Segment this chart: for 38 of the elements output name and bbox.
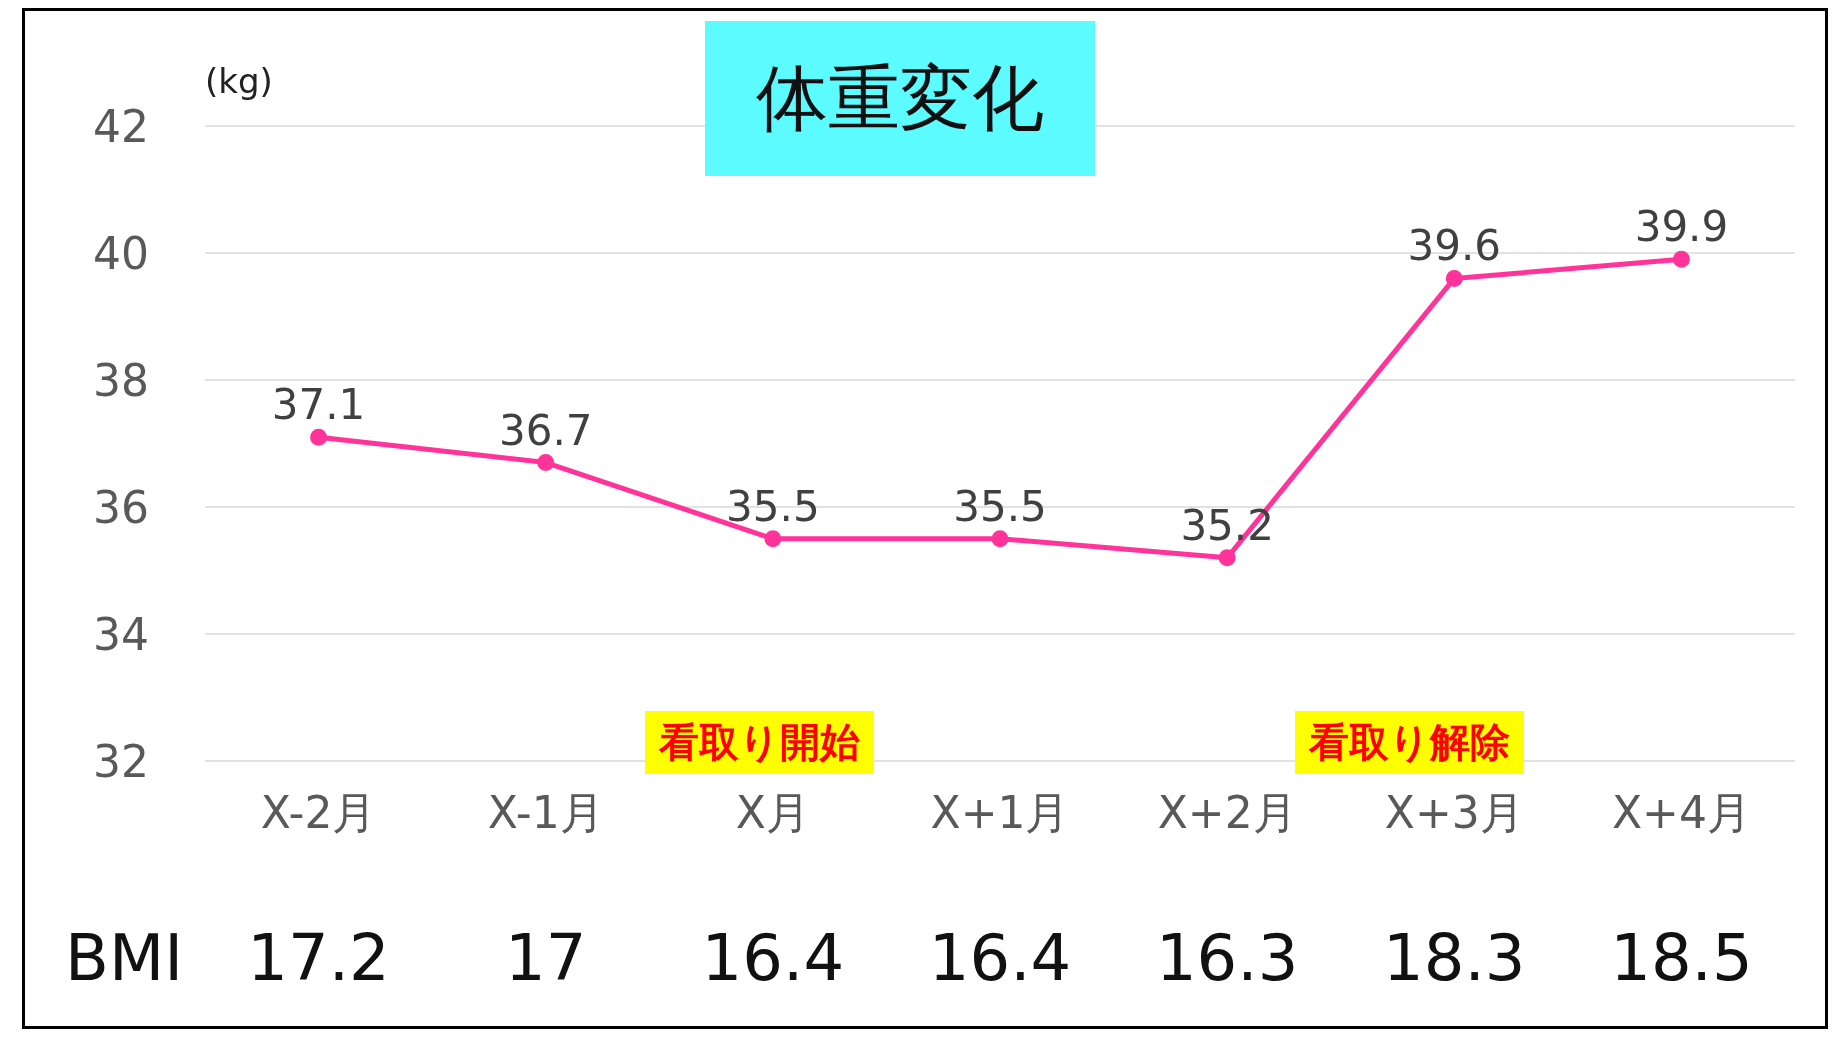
annotation: 看取り解除 bbox=[1295, 711, 1524, 774]
point bbox=[310, 428, 328, 446]
point bbox=[537, 454, 555, 472]
data-label: 37.1 bbox=[271, 380, 366, 430]
text: 17.2 bbox=[246, 921, 391, 995]
y-tick-label: 42 bbox=[93, 100, 149, 152]
annotation: 看取り開始 bbox=[645, 711, 874, 774]
chart-title: 体重変化 bbox=[705, 21, 1095, 176]
x-tick-label: X-1月 bbox=[487, 787, 604, 839]
y-tick-label: 36 bbox=[93, 481, 149, 533]
point bbox=[1218, 549, 1236, 567]
x-tick-label: X+4月 bbox=[1611, 787, 1751, 839]
point bbox=[1672, 250, 1690, 268]
text: 18.3 bbox=[1382, 921, 1527, 995]
x-tick-label: X-2月 bbox=[260, 787, 377, 839]
x-tick-label: X+3月 bbox=[1384, 787, 1524, 839]
data-label: 36.7 bbox=[498, 405, 593, 455]
text: 17 bbox=[504, 921, 588, 995]
data-label: 39.6 bbox=[1407, 221, 1502, 271]
y-tick-label: 38 bbox=[93, 354, 149, 406]
y-tick-label: 32 bbox=[93, 735, 149, 787]
text: 18.5 bbox=[1609, 921, 1754, 995]
text: 16.3 bbox=[1154, 921, 1300, 995]
x-tick-label: X+1月 bbox=[930, 787, 1070, 839]
text: BMI bbox=[65, 921, 183, 995]
y-axis-title: (kg) bbox=[205, 61, 273, 101]
point bbox=[764, 530, 782, 548]
x-tick-label: X+2月 bbox=[1157, 787, 1297, 839]
y-tick-label: 40 bbox=[93, 227, 149, 279]
y-tick-label: 34 bbox=[93, 608, 149, 660]
data-label: 39.9 bbox=[1634, 202, 1729, 252]
data-label: 35.5 bbox=[953, 481, 1047, 531]
text: 16.4 bbox=[927, 921, 1073, 995]
x-tick-label: X月 bbox=[735, 787, 810, 839]
data-label: 35.5 bbox=[726, 481, 820, 531]
text: 16.4 bbox=[700, 921, 846, 995]
point bbox=[991, 530, 1009, 548]
point bbox=[1445, 269, 1463, 287]
